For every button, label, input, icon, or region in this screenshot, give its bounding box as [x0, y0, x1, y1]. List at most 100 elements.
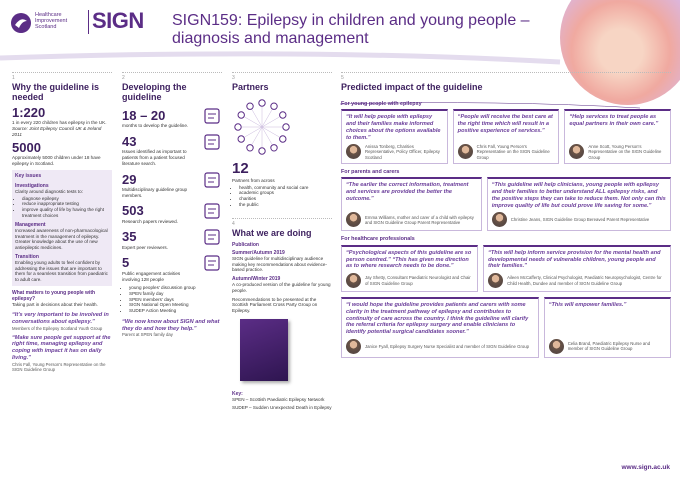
quote-row: “Psychological aspects of this guideline…: [341, 245, 671, 293]
stat: 503 Research papers reviewed.: [122, 201, 222, 224]
stat: 18 – 20 months to develop the guideline.: [122, 106, 222, 129]
stat-text: Multidisciplinary guideline group member…: [122, 186, 188, 198]
quote-card: “This will empower families.” Celia Brand…: [543, 297, 671, 358]
stat-icon: [204, 108, 220, 124]
section-heading: Predicted impact of the guideline: [341, 82, 483, 93]
quote: “Make sure people get support at the rig…: [12, 334, 111, 361]
person: Aileen McCafferty, Clinical Psychologist…: [488, 273, 666, 289]
column-developing: 2 Developing the guideline 18 – 20 months…: [122, 72, 222, 337]
attribution: Celia Brand, Paediatric Epilepsy Nurse a…: [567, 341, 651, 352]
attribution: Members of the Epilepsy Scotland Youth G…: [12, 325, 103, 331]
stat: 5 Public engagement activities involving …: [122, 253, 222, 282]
quote-card: “People will receive the best care at th…: [452, 109, 560, 164]
quote-row: “It will help people with epilepsy and t…: [341, 109, 672, 164]
attribution: Janice Fyall, Epilepsy Surgery Nurse Spe…: [365, 343, 530, 349]
partner: health, community and social care: [239, 185, 332, 191]
source: Source: Joint Epilepsy Council UK & Irel…: [12, 126, 102, 137]
key-item: SPEN – Scottish Paediatric Epilepsy Netw…: [232, 397, 325, 403]
photo: [346, 273, 361, 289]
photo: [488, 273, 504, 289]
photo: [346, 144, 361, 160]
stat-value: 43: [122, 134, 137, 150]
quote: “Psychological aspects of this guideline…: [346, 250, 472, 270]
stat-value: 12: [232, 160, 249, 178]
person: Emma Williams, mother and carer of a chi…: [346, 212, 477, 228]
issue-text: Clarity around diagnostic tests to:: [15, 188, 83, 194]
issue-item: diagnose epilepsy: [22, 196, 109, 202]
section-number: 5: [341, 72, 671, 81]
quote-card: “I would hope the guideline provides pat…: [341, 297, 539, 358]
photo: [346, 338, 361, 354]
attribution: Anne Scott, Young Person's Representativ…: [588, 144, 662, 160]
quote: “Help services to treat people as equal …: [569, 114, 659, 128]
issue-heading: Investigations: [15, 182, 49, 189]
section-number: 2: [122, 72, 222, 81]
stat-icon: [204, 203, 220, 220]
activity: SUDEP Action Meeting: [129, 308, 222, 314]
quote-card: “The earlier the correct information, tr…: [341, 177, 482, 232]
stat-icon: [204, 229, 220, 246]
attribution: Aileen McCafferty, Clinical Psychologist…: [507, 275, 662, 286]
stat-text: Approximately 5000 children under 18 hav…: [12, 154, 101, 166]
stat-text: months to develop the guideline.: [122, 123, 189, 129]
activity: young peoples' discussion group: [129, 285, 222, 291]
key-item: SUDEP – Sudden Unexpected Death in Epile…: [232, 404, 332, 410]
quote-card: “This guideline will help clinicians, yo…: [486, 177, 671, 232]
section-number: 1: [12, 72, 112, 81]
group-title: For young people with epilepsy: [341, 100, 422, 107]
person: Jay Shetty, Consultant Paediatric Neurol…: [346, 273, 473, 289]
issue-heading: Transition: [15, 253, 39, 260]
date: Summer/Autumn 2019: [232, 249, 285, 256]
stat: 43 Issues identified as important to pati…: [122, 132, 222, 167]
issue-list: diagnose epilepsy reduce inappropriate t…: [15, 196, 109, 219]
attribution: Anissa Tonberg, Charities Representative…: [365, 144, 440, 160]
stat-value: 18 – 20: [122, 108, 166, 124]
text: SIGN guideline for multidisciplinary aud…: [232, 255, 327, 273]
stat-icon: [204, 172, 220, 188]
photo: [548, 338, 564, 354]
person: Chris Fall, Young Person's Representativ…: [457, 144, 555, 160]
activity-list: young peoples' discussion groupSPEN fami…: [122, 285, 222, 314]
quote-row: “The earlier the correct information, tr…: [341, 177, 671, 232]
activity: SPEN family day: [129, 291, 222, 297]
attribution: Chris Fall, Young Person's Representativ…: [476, 144, 550, 160]
key-title: Key:: [232, 390, 243, 397]
person: Anissa Tonberg, Charities Representative…: [346, 144, 443, 160]
stat-text: Public engagement activities involving 1…: [122, 270, 181, 282]
quote: “This guideline will help clinicians, yo…: [491, 182, 666, 209]
issue-item: reduce inappropriate testing: [22, 201, 109, 207]
quote: “This will empower families.”: [548, 302, 627, 309]
url: www.sign.ac.uk: [621, 464, 670, 471]
stat-body: 5 Public engagement activities involving …: [122, 253, 198, 282]
stat-value: 35: [122, 229, 137, 245]
stat-text: 1 in every 220 children has epilepsy in …: [12, 120, 107, 126]
column-impact: 5 Predicted impact of the guideline For …: [341, 72, 672, 363]
box-title: Key issues: [15, 173, 42, 180]
activity: SIGN National Open Meeting: [129, 302, 222, 308]
person: Anne Scott, Young Person's Representativ…: [569, 144, 666, 160]
column-why: 1 Why the guideline is needed 1:220 1 in…: [12, 72, 112, 372]
quote: “People will receive the best care at th…: [457, 114, 553, 134]
stat-value: 503: [122, 203, 144, 219]
section-number: 4: [232, 217, 332, 227]
section-heading: Developing the guideline: [122, 82, 187, 102]
answer: Taking part in decisions about their hea…: [12, 302, 98, 308]
quote: “It will help people with epilepsy and t…: [346, 114, 441, 141]
issue-heading: Management: [15, 221, 46, 228]
partner: the public: [239, 202, 332, 208]
person: Christine Jeans, SIGN Guideline Group Be…: [491, 212, 666, 228]
logo-mark: [11, 13, 31, 33]
partner: charities: [239, 196, 332, 202]
attribution: Jay Shetty, Consultant Paediatric Neurol…: [365, 275, 471, 286]
section-heading: What we are doing: [232, 227, 312, 238]
text: Recommendations to be presented at the S…: [232, 296, 318, 314]
group-title: For healthcare professionals: [341, 236, 415, 243]
quote-row: “I would hope the guideline provides pat…: [341, 297, 671, 358]
group-title: For parents and carers: [341, 168, 400, 175]
sub-heading: Publication: [232, 242, 259, 249]
quote: “This will help inform service provision…: [488, 250, 661, 270]
stat-value: 5: [122, 255, 130, 271]
partner-list: health, community and social careacademi…: [232, 185, 332, 208]
